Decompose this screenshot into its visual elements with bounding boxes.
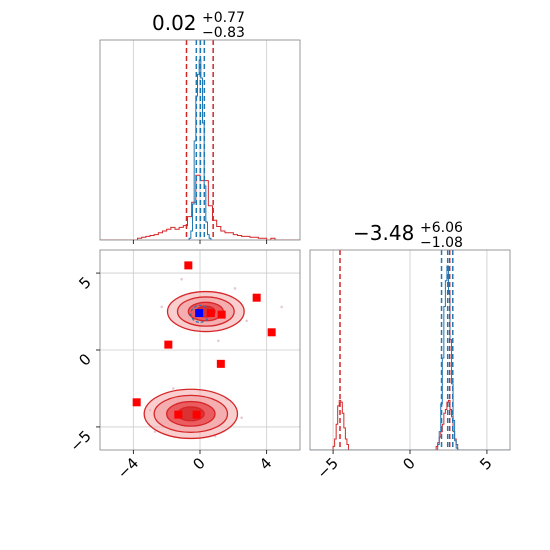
right-x-tick-label-0: −5 bbox=[314, 454, 342, 482]
right-histogram-red bbox=[310, 399, 510, 450]
joint-contours bbox=[132, 261, 283, 440]
red-marker-9 bbox=[192, 410, 201, 419]
blue-marker bbox=[195, 309, 204, 318]
top-title-lower: −0.83 bbox=[202, 25, 245, 41]
right-x-tick-label-2: 5 bbox=[476, 454, 495, 473]
red-marker-7 bbox=[132, 398, 141, 407]
joint-y-tick-label-2: 5 bbox=[75, 273, 94, 292]
right-x-tick-label-1: 0 bbox=[399, 454, 418, 473]
right-x-ticks: −5 0 5 bbox=[314, 450, 496, 482]
joint-gridlines bbox=[100, 250, 300, 450]
joint-y-tick-label-1: 0 bbox=[75, 350, 94, 369]
red-marker-5 bbox=[206, 309, 215, 318]
right-marginal-panel: −5 0 5 −3.48 +6.06 −1.08 bbox=[309, 220, 511, 482]
joint-panel: −4 0 4 −5 0 5 bbox=[66, 249, 301, 482]
top-histogram-red bbox=[100, 174, 300, 240]
right-quantile-lines bbox=[339, 250, 454, 450]
top-quantile-lines bbox=[185, 40, 214, 240]
joint-y-tick-label-0: −5 bbox=[66, 427, 94, 455]
red-marker-6 bbox=[216, 359, 225, 368]
top-title-upper: +0.77 bbox=[202, 10, 245, 26]
scatter-point-0 bbox=[233, 287, 237, 290]
scatter-point-6 bbox=[240, 416, 243, 419]
top-title-median: 0.02 bbox=[152, 11, 197, 35]
red-marker-2 bbox=[267, 328, 276, 337]
scatter-point-7 bbox=[153, 430, 157, 433]
top-x-ticks bbox=[132, 240, 268, 244]
right-title-median: −3.48 bbox=[353, 221, 414, 245]
red-marker-0 bbox=[184, 261, 193, 270]
right-title-upper: +6.06 bbox=[420, 220, 463, 236]
scatter-point-11 bbox=[217, 339, 220, 343]
scatter-point-1 bbox=[160, 305, 163, 309]
joint-x-tick-label-0: −4 bbox=[114, 454, 142, 482]
joint-x-tick-label-2: 4 bbox=[256, 454, 275, 473]
red-marker-3 bbox=[164, 340, 173, 349]
scatter-point-2 bbox=[245, 319, 248, 323]
scatter-point-9 bbox=[280, 305, 283, 309]
scatter-point-3 bbox=[172, 387, 175, 390]
top-marginal-panel: 0.02 +0.77 −0.83 bbox=[99, 10, 301, 244]
scatter-point-10 bbox=[180, 277, 183, 281]
right-title-lower: −1.08 bbox=[420, 235, 463, 251]
red-marker-1 bbox=[252, 293, 261, 302]
right-gridlines bbox=[332, 250, 488, 450]
joint-x-tick-label-1: 0 bbox=[189, 454, 208, 473]
red-marker-4 bbox=[217, 310, 226, 319]
red-marker-8 bbox=[174, 410, 183, 419]
